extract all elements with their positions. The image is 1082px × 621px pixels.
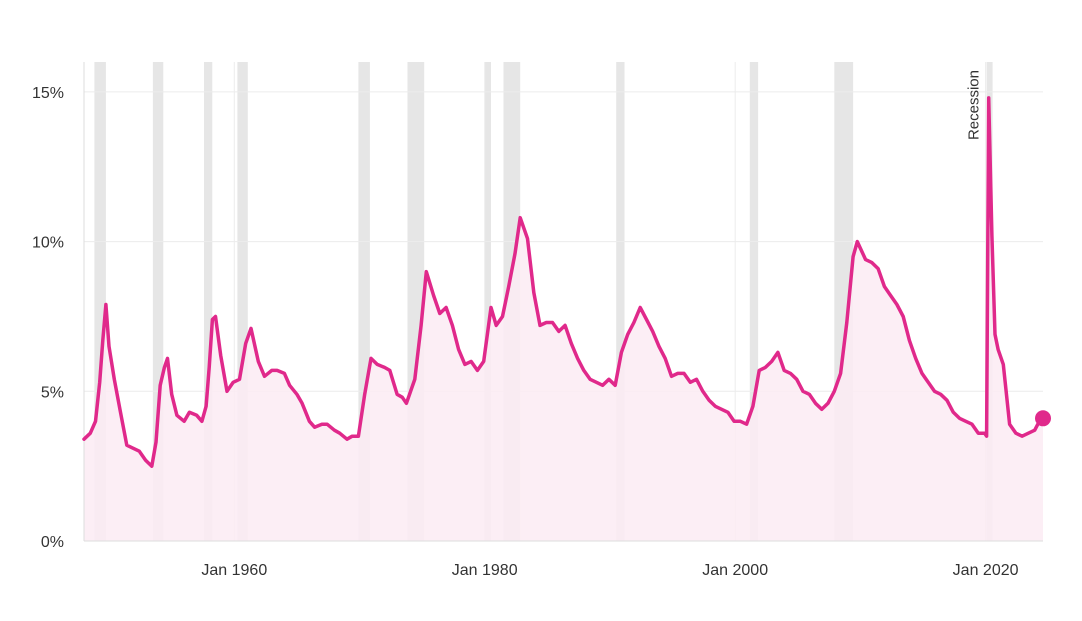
area-fill (84, 97, 1043, 542)
y-tick-label: 0% (41, 534, 64, 551)
recession-band (204, 62, 213, 541)
recession-band (358, 62, 370, 541)
unemployment-line (82, 96, 1045, 468)
x-tick-label: Jan 2000 (702, 562, 768, 579)
recession-band (94, 62, 106, 541)
recession-band (484, 62, 491, 541)
recession-band (152, 62, 164, 541)
series-line (82, 96, 1045, 468)
y-tick-label: 5% (41, 384, 64, 401)
x-tick-label: Jan 2020 (953, 562, 1019, 579)
axes (83, 62, 1043, 542)
recession-label: Recession (966, 70, 983, 140)
y-tick-label: 10% (32, 235, 64, 252)
x-tick-label: Jan 1980 (452, 562, 518, 579)
annotations: Recession (966, 70, 983, 140)
recession-band (616, 62, 625, 541)
series-area (84, 97, 1043, 542)
end-marker (1035, 410, 1051, 427)
x-tick-label: Jan 1960 (201, 562, 267, 579)
latest-value-marker (1035, 410, 1051, 427)
y-tick-label: 15% (32, 85, 64, 102)
recession-band (749, 62, 759, 541)
tick-labels: 0% 5% 10% 15% Jan 1960 Jan 1980 Jan 2000 Jan 20… (32, 85, 1019, 579)
recession-band (237, 62, 248, 541)
